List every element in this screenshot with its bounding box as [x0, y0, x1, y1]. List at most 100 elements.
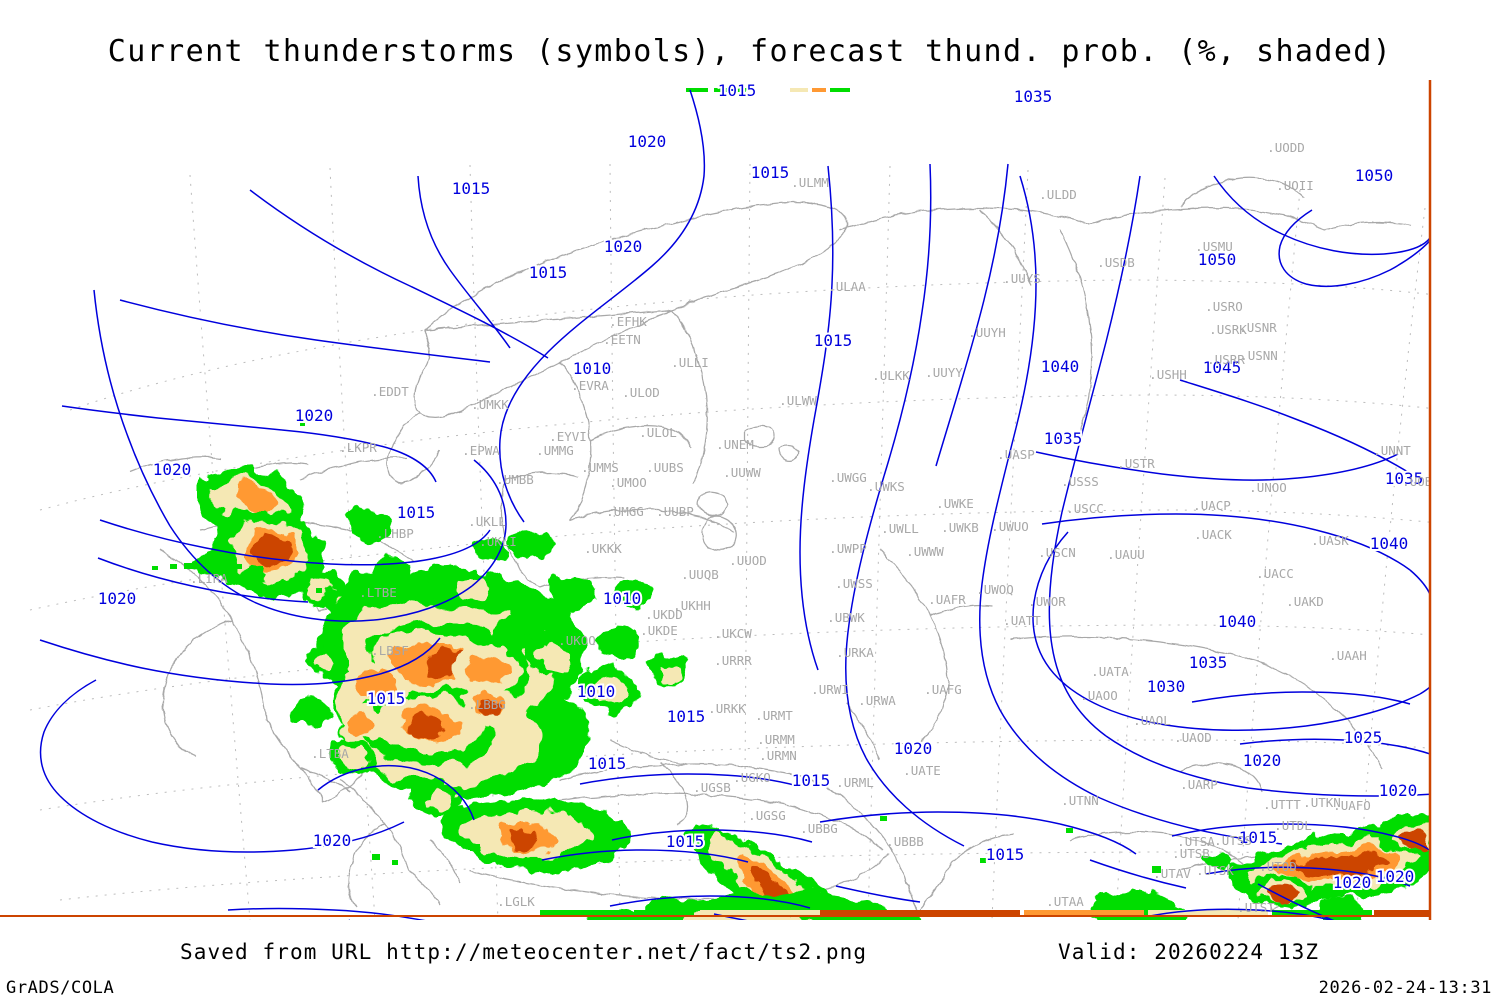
station-id: .URMM	[757, 732, 795, 747]
top-edge-shading-band	[686, 88, 850, 92]
station-id: .ULLI	[671, 355, 709, 370]
station-id: .USCN	[1038, 545, 1076, 560]
isobar-label: 1015	[397, 503, 436, 522]
station-marker: .UKOO	[558, 633, 596, 648]
isobar-label: 1030	[1147, 677, 1186, 696]
isobar-label-halo: 1050	[1198, 250, 1237, 269]
station-id: .LTBE	[359, 585, 397, 600]
isobar-label-halo: 1020	[153, 460, 192, 479]
isobar-label: 1015	[718, 81, 757, 100]
station-id: .URRR	[714, 653, 752, 668]
isobar-label: 1015	[1239, 828, 1278, 847]
station-marker: .UUYS	[1003, 271, 1041, 286]
station-id: .UKDE	[640, 623, 678, 638]
station-marker: .USRR	[1207, 352, 1245, 367]
station-id: .UAUU	[1107, 547, 1145, 562]
graticule	[29, 163, 1430, 920]
station-marker: .UMBB	[496, 472, 534, 487]
isobar-label-halo: 1020	[98, 589, 137, 608]
isobar-label-halo: 1035	[1385, 469, 1424, 488]
isobar-label-halo: 1015	[529, 263, 568, 282]
station-id: .UWKS	[867, 479, 905, 494]
isobar-label-halo: 1040	[1218, 612, 1257, 631]
station-id: .UGKO	[733, 770, 771, 785]
isobar-label: 1020	[295, 406, 334, 425]
station-id: .UKOO	[558, 633, 596, 648]
station-id: .UARP	[1180, 777, 1218, 792]
isobar-labels: 1015 1015 1035 1035 1020 1020 1015 1015 1015 1015…	[96, 80, 1426, 894]
station-id: .URML	[836, 775, 874, 790]
station-marker: .UAKD	[1286, 594, 1324, 609]
isobar-label-halo: 1050	[1355, 166, 1394, 185]
weather-map: 1015 1015 1035 1035 1020 1020 1015 1015 1015 1015…	[0, 80, 1500, 920]
station-id: .ULWW	[779, 393, 817, 408]
station-id: .URWI	[811, 682, 849, 697]
station-id: .ULKK	[872, 368, 910, 383]
isobar-label-halo: 1015	[367, 689, 406, 708]
station-marker: .UWKS	[867, 479, 905, 494]
station-marker: .UKKK	[584, 541, 622, 556]
station-id: .UBBB	[886, 834, 924, 849]
station-id: .UGSB	[693, 780, 731, 795]
isobar-label: 1035	[1189, 653, 1228, 672]
isobar-label-halo: 1040	[1041, 357, 1080, 376]
station-marker: .UMKK	[471, 397, 509, 412]
isobar-label: 1020	[1333, 873, 1372, 892]
station-id: .UUQB	[681, 567, 719, 582]
station-id: .UTTT	[1263, 797, 1301, 812]
station-id: .USSS	[1061, 474, 1099, 489]
station-marker: .UNOO	[1249, 480, 1287, 495]
station-marker: .LTBE	[359, 585, 397, 600]
isobar-label-halo: 1015	[751, 163, 790, 182]
isobar-label-halo: 1020	[1379, 781, 1418, 800]
isobar-label: 1040	[1370, 534, 1409, 553]
station-marker: .UWSS	[835, 576, 873, 591]
station-marker: .UKLL	[468, 514, 506, 529]
station-marker: .UAOL	[1133, 713, 1171, 728]
station-marker: .UUBP	[656, 504, 694, 519]
station-id: .UKCW	[714, 626, 752, 641]
station-marker: .UTSB	[1172, 846, 1210, 861]
station-marker: .EDDT	[371, 384, 409, 399]
station-id: .USRK	[1209, 322, 1247, 337]
isobar-label: 1035	[1044, 429, 1083, 448]
footer-producer: GrADS/COLA	[6, 978, 115, 998]
station-id: .LIRA	[190, 571, 228, 586]
shading-specks	[300, 422, 1161, 873]
isobar-label: 1015	[529, 263, 568, 282]
station-marker: .UOBB	[1402, 474, 1430, 489]
isobar-label: 1020	[628, 132, 667, 151]
isobar-label-halo: 1025	[1344, 728, 1383, 747]
station-id: .URKA	[836, 645, 874, 660]
station-id: .UNOO	[1249, 480, 1287, 495]
station-id: .ULOL	[639, 425, 677, 440]
isobar-label: 1040	[1218, 612, 1257, 631]
station-marker: .UTTT	[1263, 797, 1301, 812]
station-id: .UKLI	[479, 534, 517, 549]
isobar-label: 1020	[1243, 751, 1282, 770]
station-marker: .USCN	[1038, 545, 1076, 560]
station-id: .UNNT	[1373, 443, 1411, 458]
station-id: .USCC	[1066, 501, 1104, 516]
station-id: .UACK	[1194, 527, 1232, 542]
isobar-label-halo: 1020	[1333, 873, 1372, 892]
station-marker: .UASK	[1311, 533, 1349, 548]
isobar-label-halo: 1020	[628, 132, 667, 151]
station-id: .USRR	[1207, 352, 1245, 367]
station-marker: .UUYH	[968, 325, 1006, 340]
station-id: .LBBG	[468, 697, 506, 712]
station-marker: .UAAH	[1329, 648, 1367, 663]
station-marker: .URMT	[755, 708, 793, 723]
station-id: .UOII	[1276, 178, 1314, 193]
station-id: .UGSG	[748, 808, 786, 823]
isobar-label-halo: 1015	[397, 503, 436, 522]
station-marker: .USSS	[1061, 474, 1099, 489]
station-marker: .USRK	[1209, 322, 1247, 337]
station-marker: .LIRA	[190, 571, 228, 586]
station-marker: .UTSK	[1196, 863, 1234, 878]
isobar-label: 1010	[573, 359, 612, 378]
station-id: .UMMG	[536, 443, 574, 458]
station-id: .UUBP	[656, 504, 694, 519]
station-id: .ULDD	[1039, 187, 1077, 202]
station-id: .UWWW	[906, 544, 944, 559]
